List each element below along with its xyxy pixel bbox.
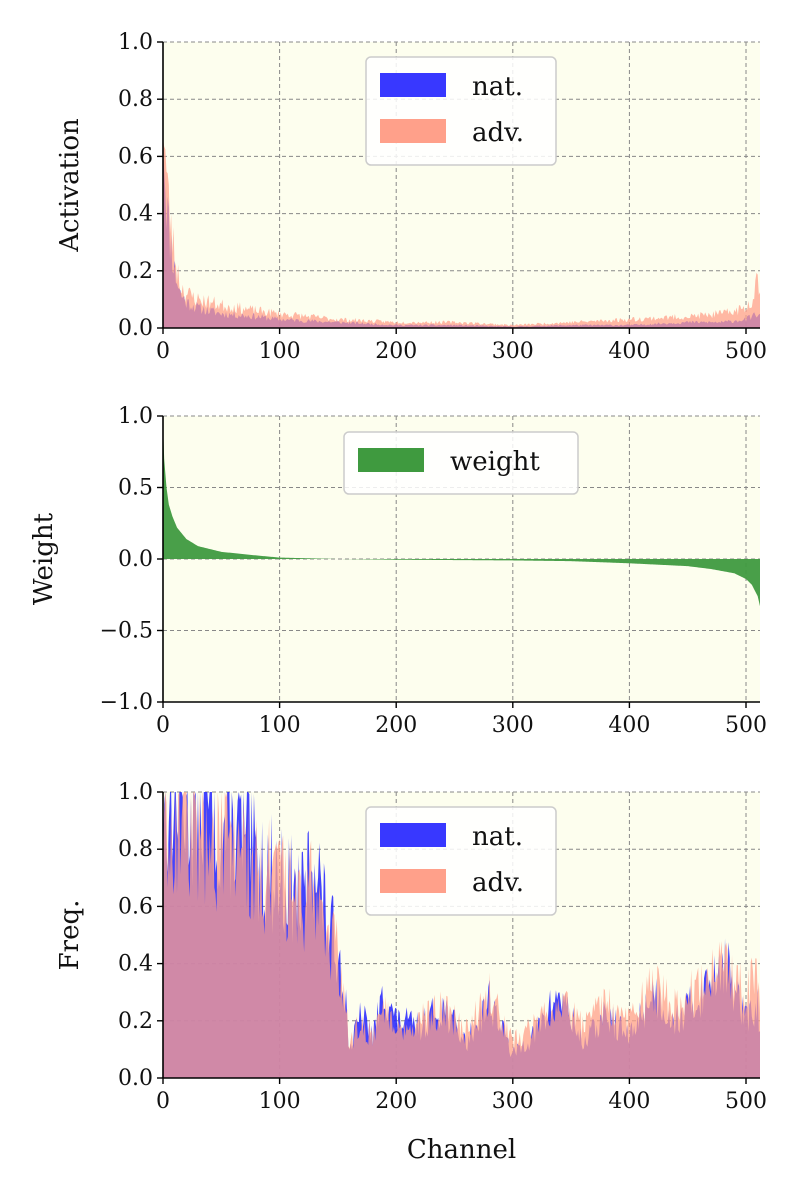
y-tick-label: 0.5 [118, 476, 153, 501]
y-axis-label: Freq. [55, 900, 85, 971]
y-tick-label: −0.5 [100, 619, 153, 644]
legend-swatch [380, 119, 446, 143]
y-tick-label: 0.6 [118, 894, 153, 919]
y-tick-label: 1.0 [118, 404, 153, 429]
panel-frequency: 0 100 200 300 400 500 0.0 0.2 0.4 0.6 0.8 1.0 Freq. C… [55, 780, 767, 1165]
x-tick-label: 100 [259, 1089, 301, 1114]
y-tick-label: 0.4 [118, 952, 153, 977]
legend-swatch [380, 869, 446, 893]
legend-swatch [380, 73, 446, 97]
y-tick-label: 0.8 [118, 837, 153, 862]
y-tick-label: 0.6 [118, 144, 153, 169]
x-tick-label: 200 [375, 713, 417, 738]
legend: weight [343, 431, 579, 495]
y-tick-label: 0.8 [118, 87, 153, 112]
area-adv [163, 139, 760, 328]
x-tick-label: 400 [608, 713, 650, 738]
legend-swatch [358, 448, 424, 472]
legend-box [343, 431, 579, 495]
x-axis-label: Channel [407, 1135, 516, 1165]
x-tick-label: 300 [492, 339, 534, 364]
y-tick-label: 1.0 [118, 30, 153, 55]
y-tick-label: 0.2 [118, 259, 153, 284]
x-tick-label: 500 [725, 713, 767, 738]
x-tick-label: 200 [375, 1089, 417, 1114]
x-tick-label: 100 [259, 713, 301, 738]
x-tick-label: 0 [156, 713, 170, 738]
legend-label: nat. [472, 822, 523, 852]
y-tick-label: 1.0 [118, 780, 153, 805]
x-tick-label: 400 [608, 1089, 650, 1114]
y-tick-label: 0.0 [118, 1066, 153, 1091]
x-tick-label: 400 [608, 339, 650, 364]
x-tick-label: 500 [725, 339, 767, 364]
legend-label: weight [450, 447, 540, 477]
x-tick-label: 0 [156, 1089, 170, 1114]
x-tick-label: 100 [259, 339, 301, 364]
legend-label: nat. [472, 72, 523, 102]
y-tick-label: 0.0 [118, 316, 153, 341]
area-adv [163, 792, 760, 1078]
x-tick-label: 300 [492, 1089, 534, 1114]
y-tick-label: −1.0 [100, 690, 153, 715]
panel-weight: 0 100 200 300 400 500 −1.0 −0.5 0.0 0.5 1.0 Weight w… [29, 404, 767, 738]
x-tick-label: 0 [156, 339, 170, 364]
y-axis-label: Weight [29, 512, 59, 605]
y-axis-label: Activation [55, 118, 85, 253]
legend-label: adv. [472, 118, 524, 148]
area-weight [163, 423, 760, 607]
x-tick-label: 500 [725, 1089, 767, 1114]
legend-label: adv. [472, 868, 524, 898]
x-tick-label: 300 [492, 713, 534, 738]
legend: nat. adv. [365, 56, 557, 166]
panel-activation: 0 100 200 300 400 500 0.0 0.2 0.4 0.6 0.8 1.0 Activa… [55, 30, 767, 364]
y-tick-label: 0.0 [118, 547, 153, 572]
legend-swatch [380, 823, 446, 847]
x-tick-label: 200 [375, 339, 417, 364]
y-tick-label: 0.4 [118, 202, 153, 227]
legend: nat. adv. [365, 806, 557, 916]
y-tick-label: 0.2 [118, 1009, 153, 1034]
